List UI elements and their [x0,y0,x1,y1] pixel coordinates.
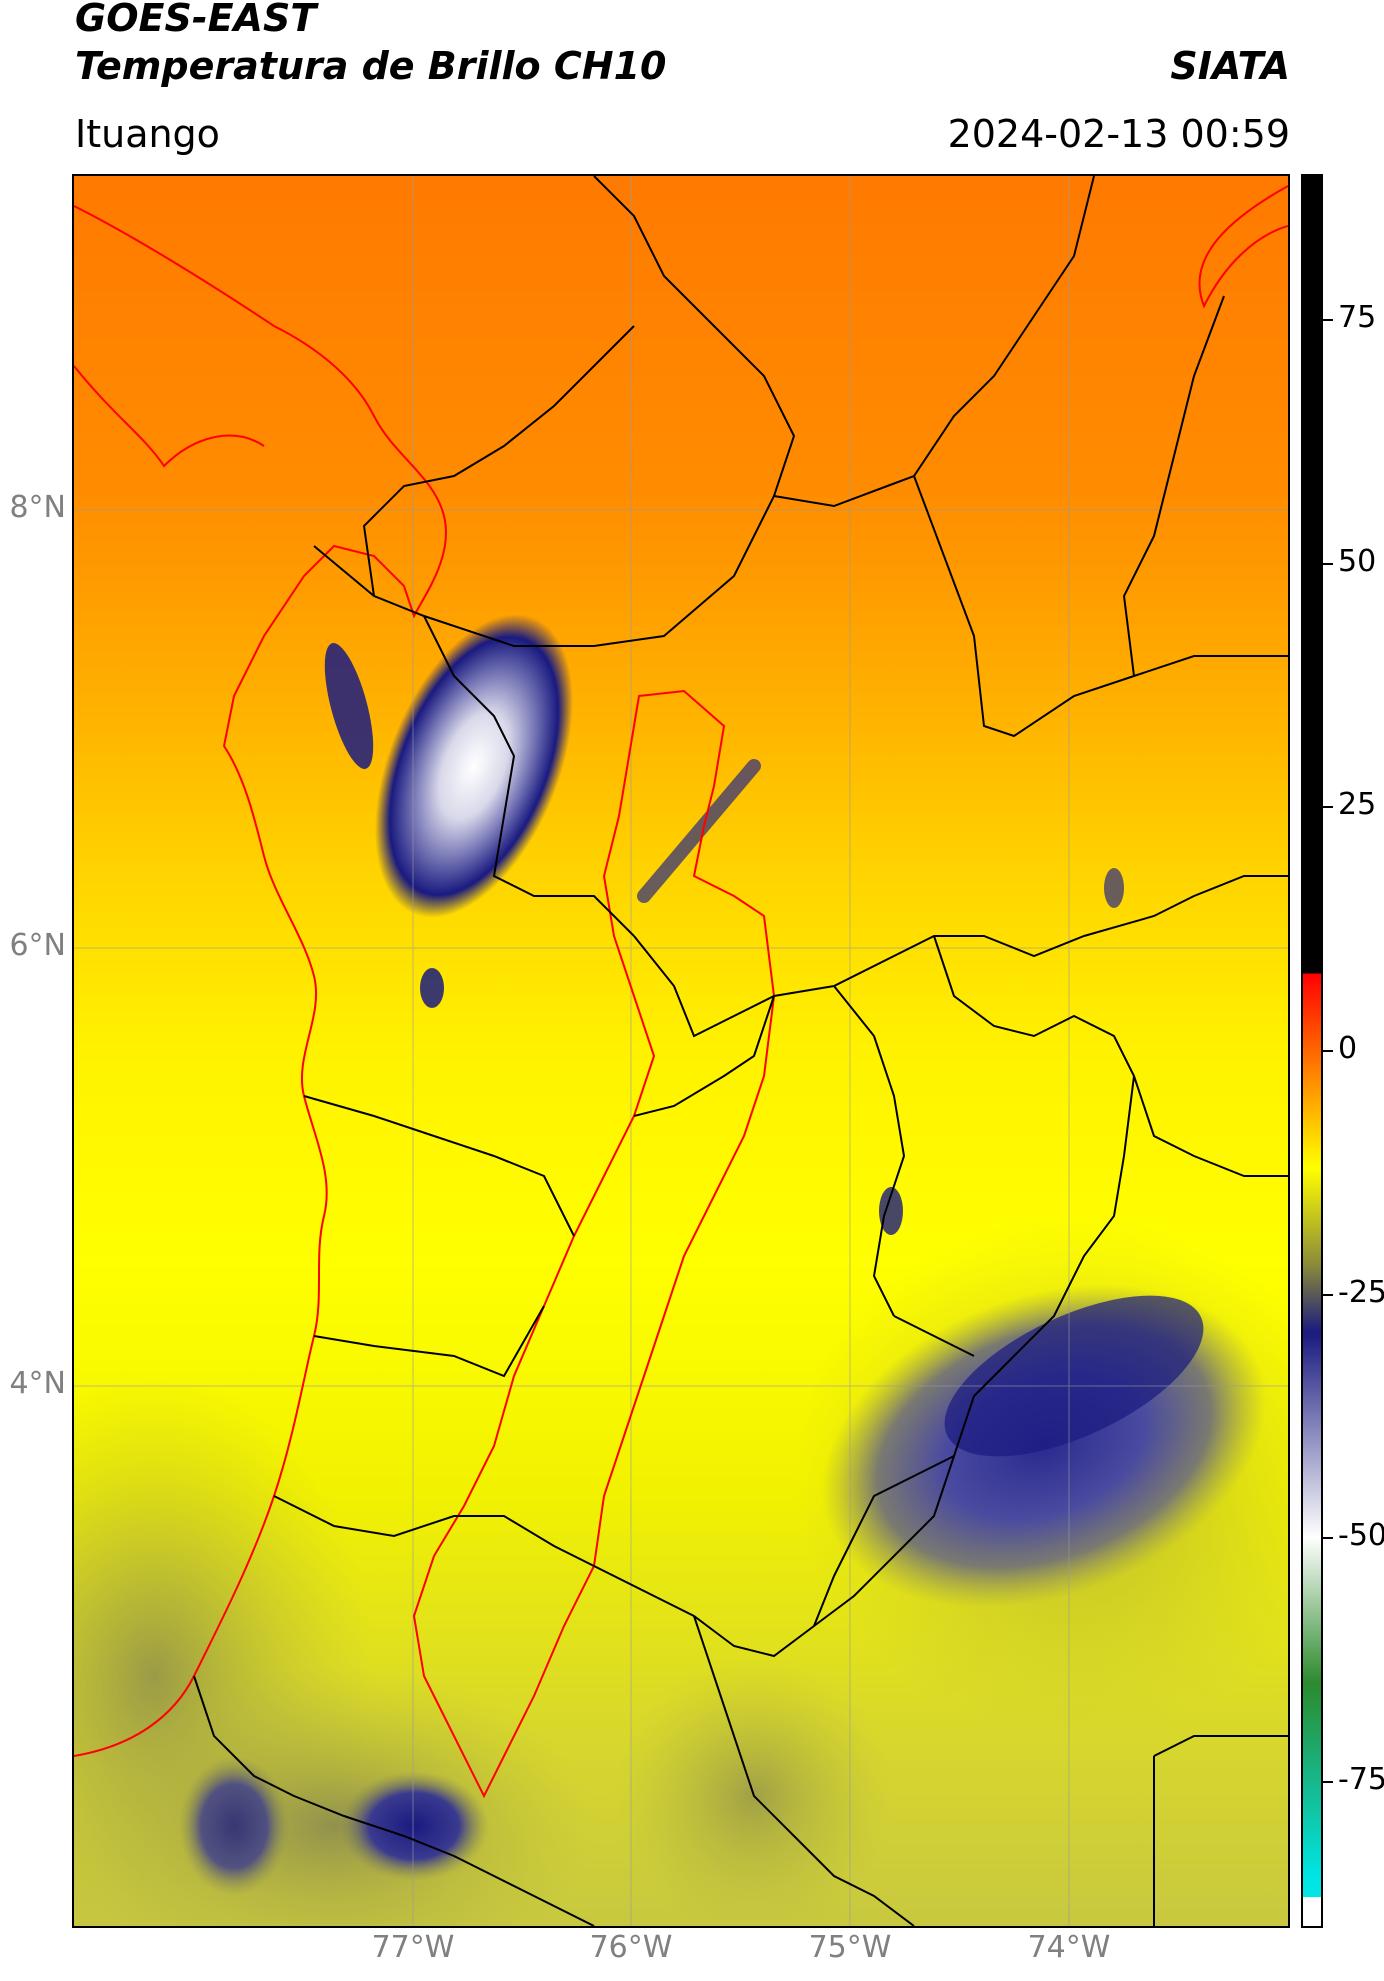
watershed-outline [412,689,776,1799]
colorbar-tick-mark [1323,1780,1333,1783]
coastline-north [74,365,265,468]
lat-label-6N: 6°N [9,928,66,963]
storm-cell-northeast [1104,868,1124,908]
colorbar-tick-label: 0 [1338,1031,1358,1066]
colorbar-tick-label: 25 [1338,787,1377,823]
department-boundaries [193,176,1288,1926]
brightness-temperature-map [74,176,1288,1926]
storm-cell-small [420,968,444,1008]
storm-cell-north [374,614,574,918]
coastline [74,205,447,1757]
colorbar-tick-mark [1323,1537,1333,1540]
colorbar-tick-mark [1323,806,1333,809]
storm-cell-south [339,1771,489,1881]
colorbar-tick-mark [1323,562,1333,565]
timestamp-label: 2024-02-13 00:59 [947,112,1290,156]
title-line1: GOES-EAST [75,0,317,40]
lon-label-75W: 75°W [808,1930,892,1965]
agency-label: SIATA [1170,44,1290,88]
lon-label-76W: 76°W [589,1930,673,1965]
cool-region-sc [614,1656,894,1926]
storm-cell-southwest [179,1756,289,1896]
colorbar-tick-label: -75 [1338,1761,1384,1797]
location-label: Ituango [75,112,220,156]
cloud-band [637,759,761,903]
colorbar-tick-mark [1323,319,1333,322]
lon-label-74W: 74°W [1027,1930,1111,1965]
colorbar-tick-label: 50 [1338,543,1377,579]
map-panel[interactable] [72,174,1290,1928]
lat-label-4N: 4°N [9,1366,66,1401]
storm-band-west [324,643,374,769]
colorbar-tick-label: -50 [1338,1518,1384,1554]
colorbar [1301,174,1323,1928]
storm-cell-east [879,1187,903,1235]
colorbar-tick-mark [1323,1293,1333,1296]
colorbar-tick-label: -25 [1338,1274,1384,1310]
colorbar-tick-label: 75 [1338,300,1377,336]
gridlines [74,176,1288,1926]
colorbar-tick-mark [1323,1050,1333,1052]
lat-label-8N: 8°N [9,490,66,525]
coastline-northeast [1198,185,1288,309]
lon-label-77W: 77°W [371,1930,455,1965]
storm-core-southeast [944,1295,1204,1457]
title-line2: Temperatura de Brillo CH10 [75,44,667,88]
